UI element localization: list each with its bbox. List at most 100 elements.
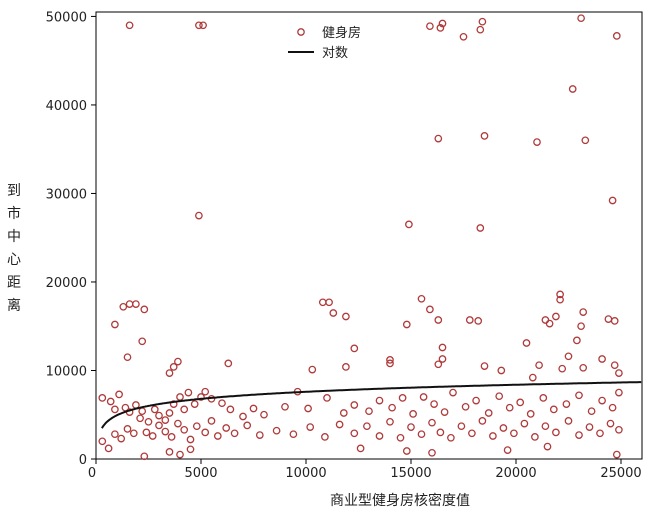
data-point <box>111 430 119 439</box>
data-point <box>365 407 373 416</box>
data-point <box>438 343 447 352</box>
data-point <box>612 450 621 459</box>
data-point <box>541 316 550 324</box>
data-point <box>218 399 226 408</box>
data-point <box>318 298 327 307</box>
data-point <box>499 424 508 432</box>
x-axis: 0 5000 10000 15000 20000 25000 <box>88 459 642 481</box>
data-point <box>556 290 564 299</box>
data-point <box>117 434 126 443</box>
data-point <box>615 425 623 434</box>
data-point <box>598 396 606 405</box>
y-tick-label: 20000 <box>46 276 87 291</box>
data-point <box>186 435 195 444</box>
data-point <box>543 442 552 451</box>
x-axis-title: 商业型健身房核密度值 <box>330 492 470 509</box>
data-point <box>612 32 621 40</box>
data-point <box>405 220 413 229</box>
data-point <box>350 429 359 438</box>
data-point <box>526 410 535 418</box>
point-layer <box>98 14 623 461</box>
data-point <box>541 422 550 431</box>
data-point <box>104 444 113 453</box>
data-point <box>407 423 415 431</box>
data-point <box>180 425 189 434</box>
data-point <box>558 364 567 373</box>
y-tick-label: 40000 <box>46 99 87 114</box>
x-tick-label: 10000 <box>285 466 326 481</box>
legend-marker <box>297 28 305 36</box>
data-point <box>436 24 445 32</box>
data-point <box>281 402 289 411</box>
data-point <box>386 417 394 426</box>
data-point <box>119 302 128 311</box>
data-point <box>434 134 443 143</box>
data-point <box>480 132 489 140</box>
data-point <box>577 322 585 331</box>
data-point <box>174 419 182 428</box>
data-point <box>161 416 170 424</box>
data-point <box>339 409 348 417</box>
data-point <box>556 295 564 304</box>
data-point <box>585 423 594 431</box>
data-point <box>289 430 298 439</box>
data-point <box>552 428 560 437</box>
data-point <box>132 300 140 308</box>
data-point <box>155 411 163 420</box>
data-point <box>610 361 619 370</box>
data-point <box>468 429 476 438</box>
data-point <box>472 396 480 405</box>
data-point <box>484 409 493 417</box>
data-point <box>176 450 184 459</box>
data-point <box>461 402 470 411</box>
data-point <box>436 428 445 437</box>
data-point <box>226 405 235 414</box>
log-fit-curve <box>101 381 642 429</box>
data-point <box>417 430 426 439</box>
data-point <box>587 407 596 416</box>
data-point <box>239 412 247 421</box>
data-point <box>325 298 333 307</box>
data-point <box>539 394 548 402</box>
data-point <box>304 404 312 413</box>
data-point <box>474 317 483 325</box>
data-point <box>615 388 623 397</box>
data-point <box>503 446 512 454</box>
data-point <box>138 407 147 416</box>
data-point <box>409 410 417 418</box>
data-point <box>535 361 543 370</box>
data-point <box>581 136 590 145</box>
data-point <box>363 422 371 431</box>
y-tick-label: 50000 <box>46 10 87 25</box>
data-point <box>533 138 541 146</box>
data-point <box>447 433 455 442</box>
data-point <box>440 408 449 416</box>
data-point <box>167 433 176 441</box>
data-point <box>476 224 485 232</box>
data-point <box>195 211 203 220</box>
data-point <box>564 417 573 425</box>
data-point <box>388 403 396 412</box>
data-point <box>125 21 134 30</box>
data-point <box>478 417 487 425</box>
data-point <box>321 433 329 441</box>
data-point <box>195 21 203 30</box>
data-point <box>155 421 163 430</box>
data-point <box>598 355 606 363</box>
data-point <box>545 319 554 328</box>
data-point <box>165 369 174 377</box>
data-point <box>549 405 558 414</box>
x-tick-label: 0 <box>88 466 96 481</box>
data-point <box>398 394 407 402</box>
legend: 健身房 对数 <box>288 25 361 61</box>
data-point <box>375 432 384 440</box>
data-point <box>356 444 365 453</box>
data-point <box>575 391 583 400</box>
data-point <box>111 320 119 329</box>
data-point <box>169 363 178 371</box>
data-point <box>428 448 436 457</box>
data-point <box>199 21 207 30</box>
data-point <box>610 317 619 325</box>
data-point <box>419 393 428 401</box>
data-point <box>402 447 411 455</box>
